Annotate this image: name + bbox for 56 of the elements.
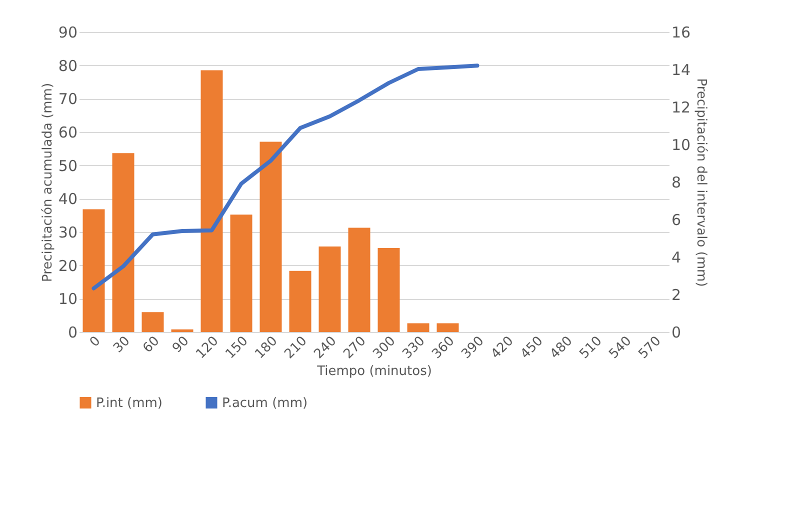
y2-tick-label: 12 xyxy=(672,98,691,116)
x-tick-label: 60 xyxy=(140,334,163,356)
bar xyxy=(260,142,282,332)
y2-tick-label: 10 xyxy=(672,136,691,154)
bar xyxy=(378,248,400,332)
y-tick-label: 20 xyxy=(58,256,78,275)
x-tick-label: 450 xyxy=(518,334,546,362)
bar xyxy=(230,214,252,332)
x-tick-label: 330 xyxy=(400,334,428,362)
x-tick-label: 570 xyxy=(636,334,664,362)
y-tick-label: 30 xyxy=(58,224,78,242)
line-series xyxy=(92,64,480,290)
x-tick-label: 180 xyxy=(252,334,281,362)
x-tick-label: 270 xyxy=(340,334,370,362)
bar xyxy=(436,323,459,332)
bar xyxy=(318,246,341,332)
x-tick-label: 390 xyxy=(458,334,488,362)
y2-tick-label: 14 xyxy=(672,61,691,79)
y-tick-label: 90 xyxy=(58,24,78,42)
legend-label: P.acum (mm) xyxy=(222,396,308,411)
y2-tick-label: 8 xyxy=(672,174,682,192)
x-tick-label: 420 xyxy=(488,334,517,362)
y-tick-label: 10 xyxy=(58,290,78,308)
x-tick-label: 150 xyxy=(222,334,252,362)
y-tick-label: 70 xyxy=(58,90,78,108)
legend-label: P.int (mm) xyxy=(96,396,162,411)
bar xyxy=(82,209,105,332)
x-tick-label: 90 xyxy=(170,334,192,356)
y-tick-label: 40 xyxy=(58,190,78,208)
bar xyxy=(171,329,194,332)
bar xyxy=(112,153,134,332)
x-tick-label: 210 xyxy=(282,334,310,362)
x-tick-label: 30 xyxy=(110,334,134,356)
y2-tick-label: 6 xyxy=(672,211,682,229)
y-axis-title: Precipitación acumulada (mm) xyxy=(40,82,56,282)
bar xyxy=(142,312,164,332)
x-tick-label: 120 xyxy=(193,334,222,362)
y-tick-label: 80 xyxy=(58,56,78,75)
y-tick-label: 50 xyxy=(58,156,78,175)
x-tick-label: 510 xyxy=(576,334,606,362)
y2-axis-title: Precipitación del intervalo (mm) xyxy=(694,78,709,287)
y2-tick-label: 2 xyxy=(672,286,682,304)
x-tick-label: 240 xyxy=(311,334,340,362)
y2-tick-label: 4 xyxy=(672,248,682,266)
y-tick-label: 60 xyxy=(58,124,78,142)
bar xyxy=(200,70,223,332)
x-tick-label: 360 xyxy=(429,334,458,362)
x-tick-label: 480 xyxy=(547,334,576,362)
x-axis-title: Tiempo (minutos) xyxy=(316,364,432,380)
y2-tick-label: 16 xyxy=(672,24,691,42)
bar xyxy=(289,270,312,332)
x-tick-label: 300 xyxy=(370,334,399,362)
x-tick-label: 0 xyxy=(87,334,104,350)
bar xyxy=(348,228,370,332)
bar xyxy=(407,323,430,332)
x-tick-label: 540 xyxy=(606,334,635,362)
